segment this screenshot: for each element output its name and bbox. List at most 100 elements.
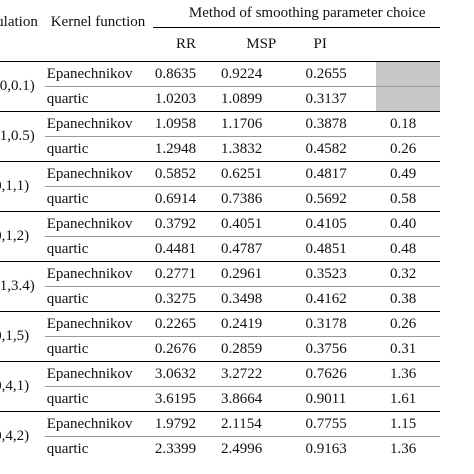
table-row: quartic 3.6195 3.8664 0.9011 1.61 <box>0 386 440 412</box>
header-row-1: Population Kernel function Method of smo… <box>0 0 440 30</box>
pi-cell: 0.2655 <box>303 61 376 87</box>
table-row: 7(0,4,1)Epanechnikov3.06323.27220.76261.… <box>0 361 440 412</box>
rr-cell: 0.2771 <box>152 261 220 287</box>
kernel-cell: quartic <box>44 336 153 362</box>
method-extra-header <box>376 28 440 62</box>
rr-cell: 1.2948 <box>152 136 220 162</box>
table-row: quartic 0.2676 0.2859 0.3756 0.31 <box>0 336 440 362</box>
rr-cell: 0.2676 <box>152 336 220 362</box>
kernel-cell: Epanechnikov <box>44 311 153 337</box>
pi-cell: 0.7626 <box>303 361 376 387</box>
extra-cell: 1.36 <box>376 361 440 387</box>
kernel-cell: quartic <box>44 236 153 262</box>
population-cell: 1(0,0,0.1) <box>0 61 45 112</box>
msp-cell: 3.2722 <box>219 361 304 387</box>
population-cell: 8(0,4,2) <box>0 411 45 461</box>
msp-cell: 0.4051 <box>219 211 304 237</box>
msp-cell: 0.7386 <box>219 186 304 212</box>
population-cell: 5(0,1,3.4) <box>0 261 45 312</box>
extra-cell: 0.31 <box>376 336 440 362</box>
pi-cell: 0.3137 <box>303 86 376 112</box>
extra-cell: 0.32 <box>376 261 440 287</box>
pi-cell: 0.4105 <box>303 211 376 237</box>
kernel-cell: Epanechnikov <box>44 211 153 237</box>
pi-cell: 0.4582 <box>303 136 376 162</box>
rr-cell: 1.0203 <box>152 86 220 112</box>
extra-cell: 0.48 <box>376 236 440 262</box>
rr-cell: 1.9792 <box>152 411 220 437</box>
msp-cell: 0.4787 <box>219 236 304 262</box>
kernel-cell: quartic <box>44 186 153 212</box>
method-rr-header: RR <box>175 36 196 52</box>
population-cell: 7(0,4,1) <box>0 361 45 412</box>
msp-cell: 0.6251 <box>219 161 304 187</box>
kernel-cell: Epanechnikov <box>44 411 153 437</box>
rr-cell: 0.5852 <box>152 161 220 187</box>
table-row: 3(0,1,1)Epanechnikov0.58520.62510.48170.… <box>0 161 440 212</box>
pi-cell: 0.9163 <box>303 436 376 461</box>
kernel-cell: Epanechnikov <box>44 361 153 387</box>
population-header: Population <box>0 14 38 30</box>
extra-cell: 0.38 <box>376 286 440 312</box>
extra-cell: 1.61 <box>376 386 440 412</box>
kernel-cell: quartic <box>44 286 153 312</box>
msp-cell: 0.2961 <box>219 261 304 287</box>
pi-cell: 0.3178 <box>303 311 376 337</box>
rr-cell: 0.3792 <box>152 211 220 237</box>
msp-cell: 3.8664 <box>219 386 304 412</box>
method-msp-header: MSP <box>246 36 277 52</box>
extra-cell: 0.26 <box>376 311 440 337</box>
pi-cell: 0.4817 <box>303 161 376 187</box>
kernel-cell: quartic <box>44 386 153 412</box>
msp-cell: 1.1706 <box>219 111 304 137</box>
msp-cell: 0.2419 <box>219 311 304 337</box>
kernel-cell: Epanechnikov <box>44 161 153 187</box>
kernel-cell: Epanechnikov <box>44 61 153 87</box>
rr-cell: 0.8635 <box>152 61 220 87</box>
population-cell: 3(0,1,1) <box>0 161 45 212</box>
pi-cell: 0.4851 <box>303 236 376 262</box>
extra-cell: 0.49 <box>376 161 440 187</box>
extra-cell: 0.40 <box>376 211 440 237</box>
header-row-2: RR MSP PI <box>0 28 440 62</box>
table-row: quartic 1.2948 1.3832 0.4582 0.26 <box>0 136 440 162</box>
table-row: 5(0,1,3.4)Epanechnikov0.27710.29610.3523… <box>0 261 440 312</box>
results-table: Population Kernel function Method of smo… <box>0 0 440 461</box>
extra-cell: 1.15 <box>376 411 440 437</box>
rr-cell: 0.3275 <box>152 286 220 312</box>
population-cell: 2(0,1,0.5) <box>0 111 45 162</box>
table-row: 8(0,4,2)Epanechnikov1.97922.11540.77551.… <box>0 411 440 461</box>
kernel-header: Kernel function <box>50 14 146 30</box>
msp-cell: 1.3832 <box>219 136 304 162</box>
rr-cell: 0.4481 <box>152 236 220 262</box>
table-row: quartic 0.3275 0.3498 0.4162 0.38 <box>0 286 440 312</box>
method-pi-header: PI <box>313 36 327 52</box>
pi-cell: 0.3523 <box>303 261 376 287</box>
msp-cell: 1.0899 <box>219 86 304 112</box>
msp-cell: 2.4996 <box>219 436 304 461</box>
extra-cell: 0.58 <box>376 186 440 212</box>
table-row: 2(0,1,0.5)Epanechnikov1.09581.17060.3878… <box>0 111 440 162</box>
pi-cell: 0.7755 <box>303 411 376 437</box>
table-row: quartic 1.0203 1.0899 0.3137 <box>0 86 440 112</box>
kernel-cell: quartic <box>44 436 153 461</box>
rr-cell: 0.6914 <box>152 186 220 212</box>
population-cell: 6(0,1,5) <box>0 311 45 362</box>
method-header: Method of smoothing parameter choice <box>152 0 440 28</box>
pi-cell: 0.3878 <box>303 111 376 137</box>
msp-cell: 2.1154 <box>219 411 304 437</box>
kernel-cell: Epanechnikov <box>44 261 153 287</box>
kernel-cell: quartic <box>44 86 153 112</box>
rr-cell: 2.3399 <box>152 436 220 461</box>
pi-cell: 0.3756 <box>303 336 376 362</box>
rr-cell: 3.0632 <box>152 361 220 387</box>
extra-cell: 0.18 <box>376 111 440 137</box>
population-cell: 4(0,1,2) <box>0 211 45 262</box>
extra-cell: 0.26 <box>376 136 440 162</box>
extra-cell: 1.36 <box>376 436 440 461</box>
msp-cell: 0.2859 <box>219 336 304 362</box>
extra-cell <box>376 61 440 87</box>
msp-cell: 0.3498 <box>219 286 304 312</box>
extra-cell <box>376 86 440 112</box>
